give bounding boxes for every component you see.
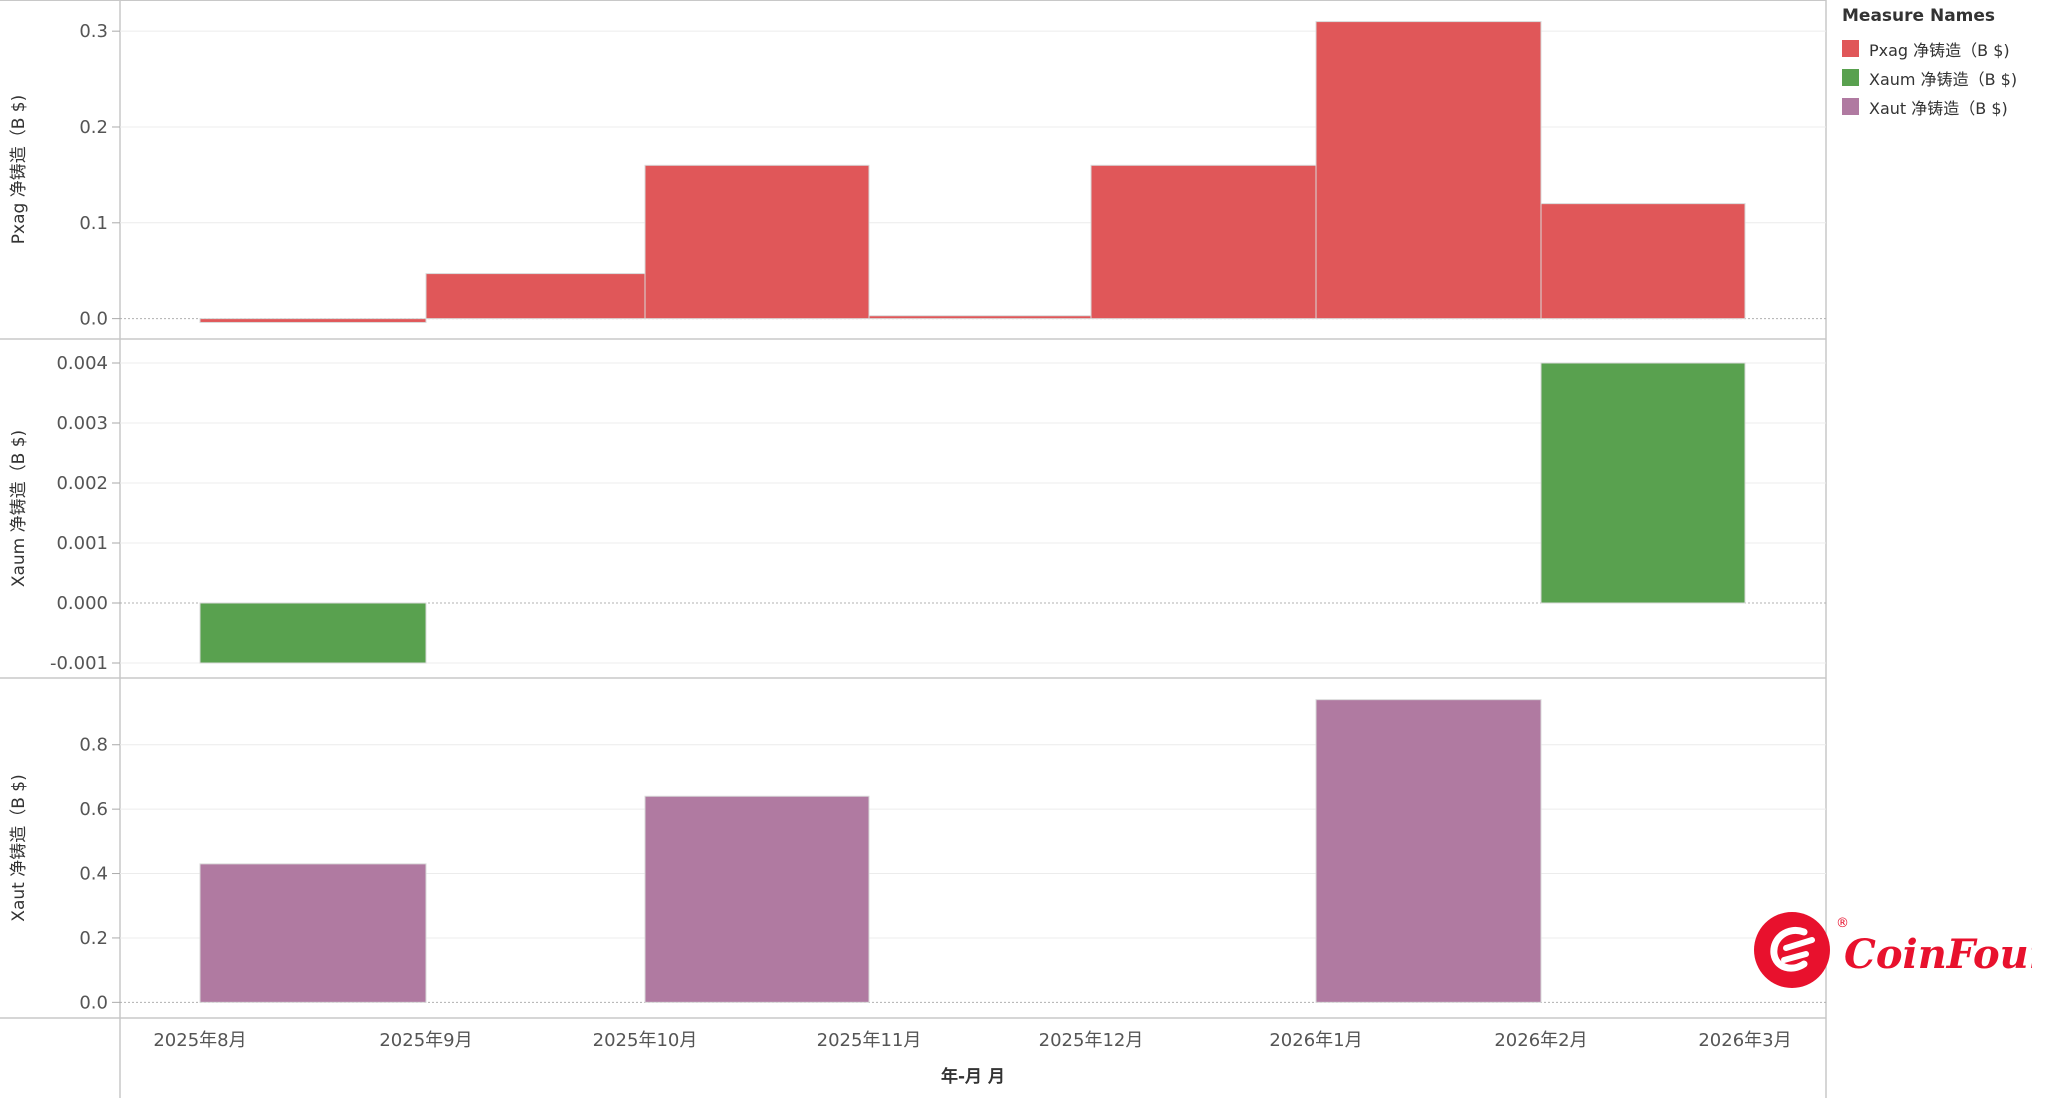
x-tick-label: 2025年10月	[593, 1030, 698, 1051]
bar[interactable]	[868, 315, 1092, 320]
panel-3: 0.0 0.2 0.4 0.6 0.8 Xaut 净铸造（B $)	[9, 699, 1826, 1013]
y-tick-label: 0.2	[79, 117, 108, 138]
y-tick-label: -0.001	[50, 653, 108, 674]
x-tick-label: 2025年11月	[817, 1030, 922, 1051]
chart-frame	[0, 0, 1827, 1098]
y-tick-label: 0.002	[56, 473, 108, 494]
bar[interactable]	[199, 318, 427, 323]
bar[interactable]	[644, 795, 870, 1003]
legend-label-xaut: Xaut 净铸造（B $)	[1869, 98, 2008, 118]
x-tick-label: 2025年12月	[1039, 1030, 1144, 1051]
coinfound-logo-wordmark: CoinFound	[1844, 931, 2032, 978]
legend-title: Measure Names	[1842, 6, 1996, 26]
y-tick-label: 0.8	[79, 735, 108, 756]
y-tick-label: 0.3	[79, 21, 108, 42]
y-axis-label: Xaum 净铸造（B $)	[9, 430, 29, 587]
coinfound-logo: ® CoinFound	[1754, 912, 2032, 988]
bar[interactable]	[199, 863, 427, 1003]
y-tick-label: 0.0	[79, 309, 108, 330]
y-tick-label: 0.2	[79, 928, 108, 949]
x-tick-label: 2025年9月	[379, 1030, 472, 1051]
panel-2: -0.001 0.000 0.001 0.002 0.003 0.004 Xaum 净铸造（…	[9, 353, 1826, 674]
x-axis: 2025年8月 2025年9月 2025年10月 2025年11月 2025年12月 20…	[153, 1030, 1791, 1051]
bar[interactable]	[425, 273, 646, 320]
y-tick-label: 0.4	[79, 864, 108, 885]
bar[interactable]	[1540, 362, 1746, 604]
legend-swatch-xaut	[1842, 98, 1859, 115]
legend: Measure Names Pxag 净铸造（B $) Xaum 净铸造（B $…	[1842, 6, 2042, 121]
legend-item-xaum[interactable]: Xaum 净铸造（B $)	[1842, 63, 2042, 92]
y-tick-label: 0.0	[79, 992, 108, 1013]
y-tick-label: 0.004	[56, 353, 108, 374]
bar[interactable]	[199, 602, 427, 664]
svg-text:®: ®	[1836, 916, 1849, 931]
y-tick-label: 0.6	[79, 799, 108, 820]
y-axis-label: Xaut 净铸造（B $)	[9, 774, 29, 921]
y-axis-label: Pxag 净铸造（B $)	[9, 95, 29, 244]
bar[interactable]	[1315, 699, 1542, 1003]
coinfound-logo-mark	[1754, 912, 1830, 988]
legend-label-pxag: Pxag 净铸造（B $)	[1869, 40, 2010, 60]
y-tick-label: 0.003	[56, 413, 108, 434]
legend-item-xaut[interactable]: Xaut 净铸造（B $)	[1842, 92, 2042, 121]
x-tick-label: 2026年3月	[1698, 1030, 1791, 1051]
panel-1: 0.0 0.1 0.2 0.3 Pxag 净铸造（B $)	[9, 21, 1826, 330]
y-tick-label: 0.000	[56, 593, 108, 614]
y-tick-label: 0.001	[56, 533, 108, 554]
x-axis-title: 年-月 月	[941, 1066, 1005, 1087]
legend-swatch-pxag	[1842, 40, 1859, 57]
legend-label-xaum: Xaum 净铸造（B $)	[1869, 69, 2018, 89]
bar[interactable]	[1090, 164, 1317, 320]
bar[interactable]	[1315, 21, 1542, 320]
y-tick-label: 0.1	[79, 213, 108, 234]
bar[interactable]	[644, 164, 870, 320]
legend-item-pxag[interactable]: Pxag 净铸造（B $)	[1842, 34, 2042, 63]
x-tick-label: 2026年2月	[1494, 1030, 1587, 1051]
bar[interactable]	[1540, 203, 1746, 320]
x-tick-label: 2026年1月	[1269, 1030, 1362, 1051]
x-tick-label: 2025年8月	[153, 1030, 246, 1051]
legend-swatch-xaum	[1842, 69, 1859, 86]
